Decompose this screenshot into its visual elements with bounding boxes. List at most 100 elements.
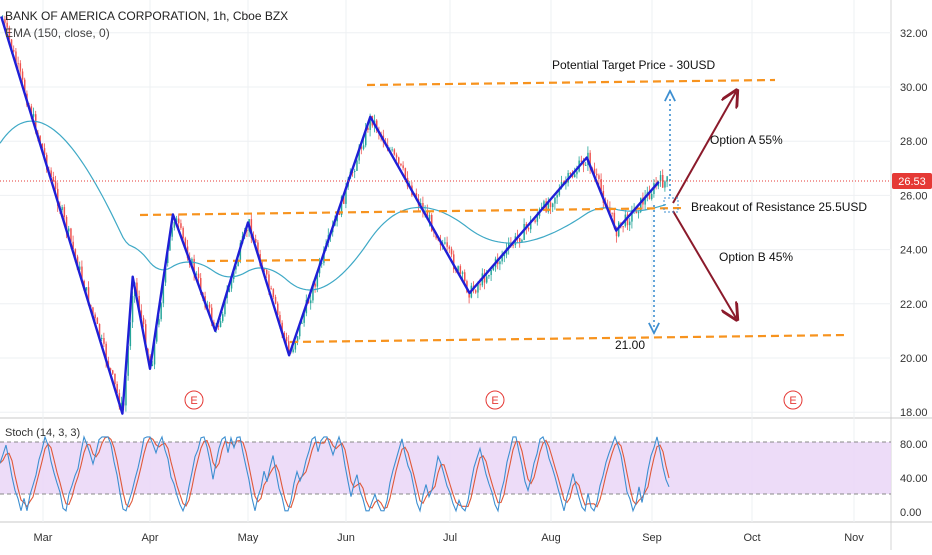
candle-body — [222, 314, 224, 322]
earnings-marker-apr[interactable]: E — [184, 390, 204, 410]
candle-body — [21, 71, 24, 80]
candle-body — [576, 171, 578, 175]
candle-body — [598, 175, 600, 180]
time-tick-may: May — [238, 532, 259, 544]
candle-body — [316, 273, 319, 287]
earnings-marker-oct[interactable]: E — [783, 390, 803, 410]
stoch-axis[interactable]: 80.00 40.00 0.00 — [900, 439, 928, 519]
candle-body — [296, 336, 299, 343]
candle-body — [521, 239, 523, 242]
candle-body — [651, 194, 653, 200]
target-price-annotation: Potential Target Price - 30USD — [552, 58, 716, 72]
candle-body — [301, 322, 303, 324]
candle-body — [512, 244, 514, 246]
candle-body — [184, 238, 187, 247]
zigzag-pattern — [0, 16, 660, 415]
candle-body — [52, 177, 55, 182]
current-price-label: 26.53 — [898, 176, 926, 188]
candle-body — [224, 297, 226, 315]
candle-body — [246, 230, 248, 232]
candle-body — [116, 383, 118, 394]
candle-body — [103, 338, 105, 344]
candle-body — [158, 319, 160, 325]
candle-body — [358, 146, 360, 161]
candle-body — [362, 145, 365, 149]
candle-body — [35, 114, 37, 133]
candle-body — [24, 79, 26, 94]
time-axis[interactable]: Mar Apr May Jun Jul Aug Sep Oct Nov — [34, 532, 865, 544]
support-line — [289, 333, 849, 344]
candle-body — [153, 341, 156, 365]
candle-body — [283, 332, 286, 338]
earnings-marker-circle — [184, 390, 204, 410]
candle-body — [431, 215, 433, 232]
price-tick-32: 32.00 — [900, 28, 928, 40]
candle-body — [32, 114, 35, 117]
candle-body — [173, 221, 176, 228]
candle-body — [556, 195, 558, 198]
candle-body — [499, 261, 501, 265]
candle-body — [70, 228, 72, 242]
candle-body — [428, 215, 431, 220]
candle-body — [230, 279, 233, 289]
candle-body — [92, 307, 94, 315]
candle-body — [136, 282, 138, 296]
candle-body — [343, 196, 345, 204]
candle-body — [391, 149, 393, 151]
option-b-arrow — [672, 210, 736, 318]
option-b-annotation: Option B 45% — [719, 250, 793, 264]
candle-body — [41, 143, 44, 149]
candle-body — [446, 242, 448, 247]
candle-body — [112, 370, 114, 374]
candle-body — [15, 51, 17, 64]
candle-body — [629, 221, 631, 226]
support-annotation: 21.00 — [615, 338, 645, 352]
candle-body — [65, 216, 68, 232]
candle-body — [219, 321, 222, 327]
candle-body — [13, 50, 15, 52]
earnings-marker-circle — [485, 390, 505, 410]
candle-body — [120, 403, 123, 407]
candle-body — [63, 207, 66, 217]
candle-body — [101, 338, 103, 340]
candle-body — [530, 220, 532, 230]
candle-body — [156, 324, 158, 342]
candle-body — [164, 263, 167, 283]
candle-body — [10, 39, 13, 51]
candle-body — [640, 197, 642, 212]
candle-body — [508, 242, 510, 249]
candle-body — [354, 170, 356, 172]
candle-body — [536, 216, 539, 222]
candle-body — [182, 227, 184, 239]
time-tick-apr: Apr — [141, 532, 158, 544]
candle-body — [501, 256, 503, 262]
candle-body — [468, 292, 470, 298]
ema-line — [0, 120, 667, 291]
candle-body — [666, 176, 668, 182]
candle-body — [4, 19, 6, 23]
candle-body — [582, 161, 585, 166]
earnings-marker-label: E — [789, 395, 796, 407]
candle-body — [274, 297, 277, 304]
candle-body — [272, 289, 275, 298]
candle-body — [180, 223, 182, 228]
candle-body — [303, 313, 305, 323]
earnings-marker-label: E — [491, 395, 498, 407]
candle-body — [131, 296, 134, 323]
candle-body — [580, 160, 583, 162]
candle-body — [94, 314, 96, 319]
price-axis[interactable]: 32.00 30.00 28.00 26.00 24.00 22.00 20.0… — [900, 28, 928, 419]
earnings-marker-label: E — [190, 395, 197, 407]
candle-body — [268, 274, 270, 289]
zigzag-line — [0, 16, 660, 415]
candle-body — [151, 364, 154, 367]
candle-body — [486, 276, 488, 283]
earnings-marker-jul[interactable]: E — [485, 390, 505, 410]
candle-body — [208, 304, 211, 308]
stoch-k-line — [0, 434, 670, 513]
candle-body — [356, 160, 358, 171]
candle-body — [600, 179, 602, 191]
candle-body — [552, 203, 554, 208]
candle-body — [39, 135, 41, 144]
